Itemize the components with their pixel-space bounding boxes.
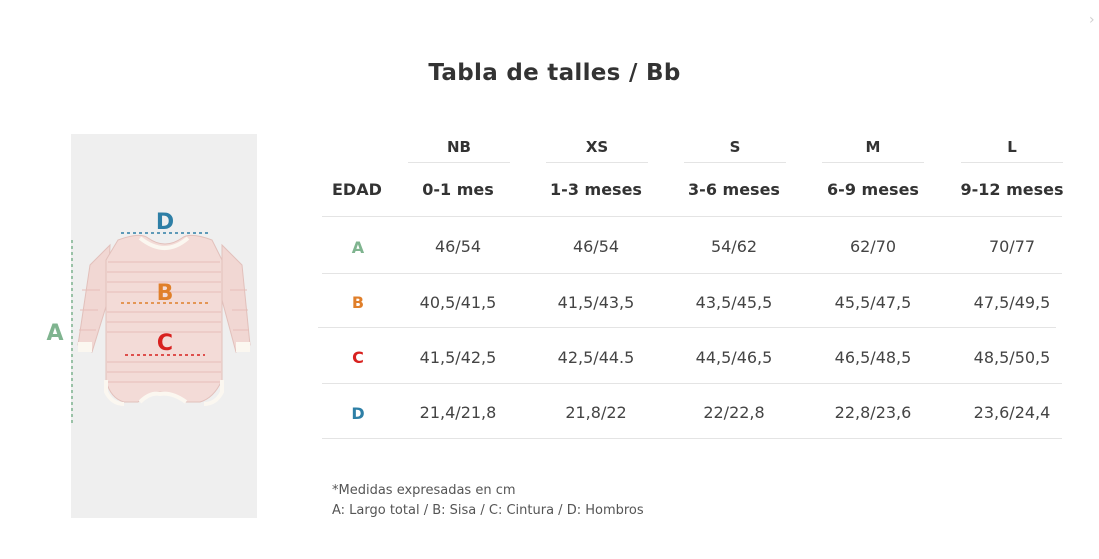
table-cell: 54/62 bbox=[710, 237, 758, 256]
table-cell: 70/77 bbox=[988, 237, 1036, 256]
table-cell: 21,4/21,8 bbox=[419, 403, 497, 422]
table-cell: 22,8/23,6 bbox=[834, 403, 912, 422]
size-header-nb: NB bbox=[408, 136, 510, 163]
row-divider bbox=[322, 383, 1062, 384]
row-divider bbox=[322, 438, 1062, 439]
row-divider bbox=[318, 327, 1056, 328]
size-header-s: S bbox=[684, 136, 786, 163]
table-cell: 21,8/22 bbox=[565, 403, 627, 422]
table-cell: 62/70 bbox=[849, 237, 897, 256]
table-cell: 41,5/42,5 bbox=[419, 348, 497, 367]
onesie-illustration: A D B C bbox=[46, 210, 251, 426]
row-header-edad: EDAD bbox=[332, 180, 382, 199]
figure-label-d: D bbox=[156, 210, 174, 235]
age-header-s: 3-6 meses bbox=[688, 180, 780, 199]
onesie-shape bbox=[77, 234, 251, 406]
table-cell: 41,5/43,5 bbox=[557, 293, 635, 312]
row-label-a: A bbox=[351, 238, 365, 257]
close-icon[interactable]: › bbox=[1089, 12, 1095, 28]
figure-label-b: B bbox=[157, 281, 174, 306]
figure-label-a: A bbox=[46, 321, 63, 346]
row-label-c: C bbox=[352, 348, 364, 367]
age-header-xs: 1-3 meses bbox=[550, 180, 642, 199]
figure-label-c: C bbox=[157, 331, 173, 356]
measurement-note: *Medidas expresadas en cm bbox=[332, 483, 516, 498]
table-cell: 47,5/49,5 bbox=[973, 293, 1051, 312]
row-divider bbox=[322, 216, 1062, 217]
legend-note: A: Largo total / B: Sisa / C: Cintura / … bbox=[332, 503, 644, 518]
size-header-xs: XS bbox=[546, 136, 648, 163]
table-cell: 40,5/41,5 bbox=[419, 293, 497, 312]
table-cell: 43,5/45,5 bbox=[695, 293, 773, 312]
row-label-b: B bbox=[351, 293, 365, 312]
row-divider bbox=[322, 273, 1062, 274]
table-cell: 48,5/50,5 bbox=[973, 348, 1051, 367]
table-cell: 42,5/44.5 bbox=[557, 348, 635, 367]
page-title: Tabla de talles / Bb bbox=[428, 60, 681, 86]
table-cell: 45,5/47,5 bbox=[834, 293, 912, 312]
age-header-l: 9-12 meses bbox=[960, 180, 1064, 199]
age-header-nb: 0-1 mes bbox=[422, 180, 494, 199]
table-cell: 22/22,8 bbox=[703, 403, 765, 422]
row-label-d: D bbox=[351, 404, 365, 423]
table-cell: 46,5/48,5 bbox=[834, 348, 912, 367]
table-cell: 46/54 bbox=[434, 237, 482, 256]
table-cell: 23,6/24,4 bbox=[973, 403, 1051, 422]
size-header-l: L bbox=[961, 136, 1063, 163]
table-cell: 46/54 bbox=[572, 237, 620, 256]
size-header-m: M bbox=[822, 136, 924, 163]
age-header-m: 6-9 meses bbox=[827, 180, 919, 199]
table-cell: 44,5/46,5 bbox=[695, 348, 773, 367]
